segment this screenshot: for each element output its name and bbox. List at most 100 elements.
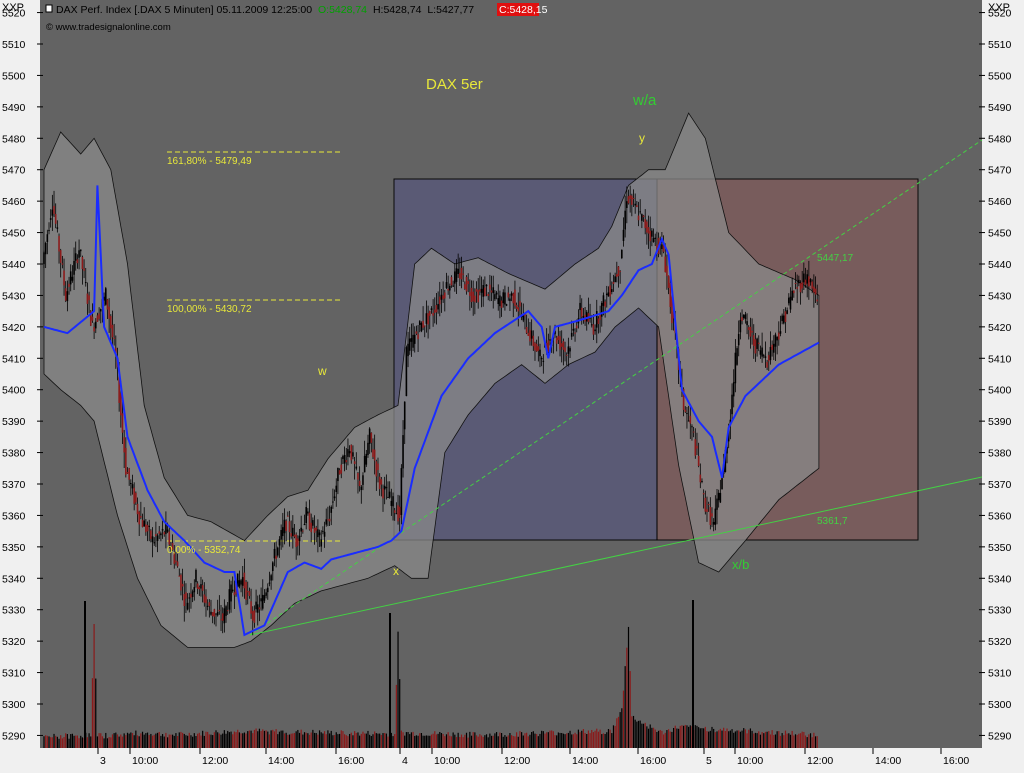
candle-body [183, 593, 186, 606]
candle-body [514, 289, 516, 306]
candle-body [574, 332, 576, 334]
candle-body [135, 492, 137, 503]
candle-body [312, 520, 314, 526]
candle-body [277, 547, 279, 556]
candle-body [390, 500, 393, 506]
volume-bar [292, 733, 294, 748]
volume-bar [494, 733, 496, 748]
volume-bar [352, 735, 354, 748]
candle-body [61, 263, 64, 265]
candle-body [535, 343, 538, 352]
volume-bar [706, 731, 708, 748]
candle-body [756, 338, 758, 349]
volume-bar [240, 733, 242, 748]
volume-bar [759, 734, 762, 748]
candle-body [412, 334, 414, 348]
volume-bar [218, 733, 220, 748]
volume-bar [51, 737, 53, 748]
volume-bar [435, 734, 438, 748]
candle-body [270, 575, 272, 581]
volume-bar [71, 733, 73, 748]
candle-body [737, 333, 740, 346]
volume-bar [175, 733, 177, 748]
candle-body [245, 582, 247, 601]
candle-body [211, 612, 214, 617]
candle-body [170, 547, 172, 550]
candle-body [395, 513, 398, 515]
volume-bar [571, 734, 573, 748]
chart-header: DAX Perf. Index [.DAX 5 Minuten] 05.11.2… [56, 4, 529, 16]
volume-bar [557, 732, 559, 748]
candle-body [799, 283, 802, 293]
candle-body [816, 299, 819, 302]
volume-bar [701, 728, 703, 748]
volume-bar [589, 733, 591, 748]
x-tick-label: 4 [402, 755, 408, 767]
candle-body [622, 229, 625, 241]
candle-body [86, 293, 89, 304]
candle-body [699, 474, 702, 483]
volume-bar [372, 734, 374, 748]
volume-bar [783, 735, 785, 748]
volume-bar [679, 725, 681, 748]
candle-body [465, 276, 468, 292]
volume-bar [195, 736, 197, 748]
y-tick-label: 5420 [988, 322, 1012, 334]
candle-body [510, 293, 513, 296]
candle-body [480, 288, 483, 293]
volume-bar [106, 738, 109, 748]
volume-bar [285, 732, 287, 748]
volume-bar [609, 729, 611, 748]
volume-bar [61, 738, 63, 748]
y-tick-label: 5360 [2, 510, 26, 522]
candle-body [527, 332, 530, 337]
volume-bar [138, 736, 140, 748]
x-tick-label: 14:00 [875, 755, 901, 767]
volume-bar [110, 737, 112, 748]
candle-body [305, 507, 307, 524]
volume-bar [173, 735, 175, 748]
candle-body [497, 298, 500, 305]
high-value: H:5428,74 [373, 4, 422, 16]
volume-bar [228, 732, 230, 748]
volume-bar [739, 731, 741, 748]
candle-body [368, 428, 371, 444]
volume-bar [472, 732, 474, 748]
volume-bar [101, 736, 104, 748]
volume-bar [714, 732, 716, 748]
volume-bar [816, 736, 818, 748]
candle-body [637, 215, 640, 221]
trend-label-lower: 5361,7 [817, 516, 848, 527]
volume-bar [267, 731, 269, 748]
volume-bar [260, 731, 262, 748]
candle-body [549, 339, 551, 341]
candle-body [66, 291, 69, 302]
candle-body [387, 496, 389, 498]
candle-body [258, 607, 261, 610]
candle-body [318, 532, 321, 536]
x-tick-label: 14:00 [268, 755, 294, 767]
volume-bar [487, 737, 489, 748]
candle-body [230, 584, 232, 602]
candle-body [786, 310, 788, 314]
candle-body [93, 326, 95, 332]
volume-bar [126, 732, 129, 748]
y-tick-label: 5500 [2, 70, 26, 82]
volume-bar [75, 735, 77, 748]
candle-body [482, 284, 485, 297]
volume-bar [799, 733, 802, 748]
close-value-background [497, 3, 539, 16]
volume-bar [696, 725, 698, 748]
candle-body [123, 437, 125, 453]
volume-bar [108, 737, 110, 748]
y-tick-label: 5320 [988, 636, 1012, 648]
candle-body [732, 382, 735, 397]
low-value: L:5427,77 [427, 4, 474, 16]
candle-body [627, 196, 630, 204]
fib-label-0: 0,00% - 5352,74 [167, 545, 241, 556]
x-axis: 3 10:00 12:00 14:00 16:00 4 10:00 12:00 14:00 16:… [97, 748, 969, 767]
corner-label-left: XXP [2, 2, 24, 14]
candle-body [547, 340, 550, 352]
volume-bar [539, 733, 541, 748]
candle-body [532, 335, 535, 347]
